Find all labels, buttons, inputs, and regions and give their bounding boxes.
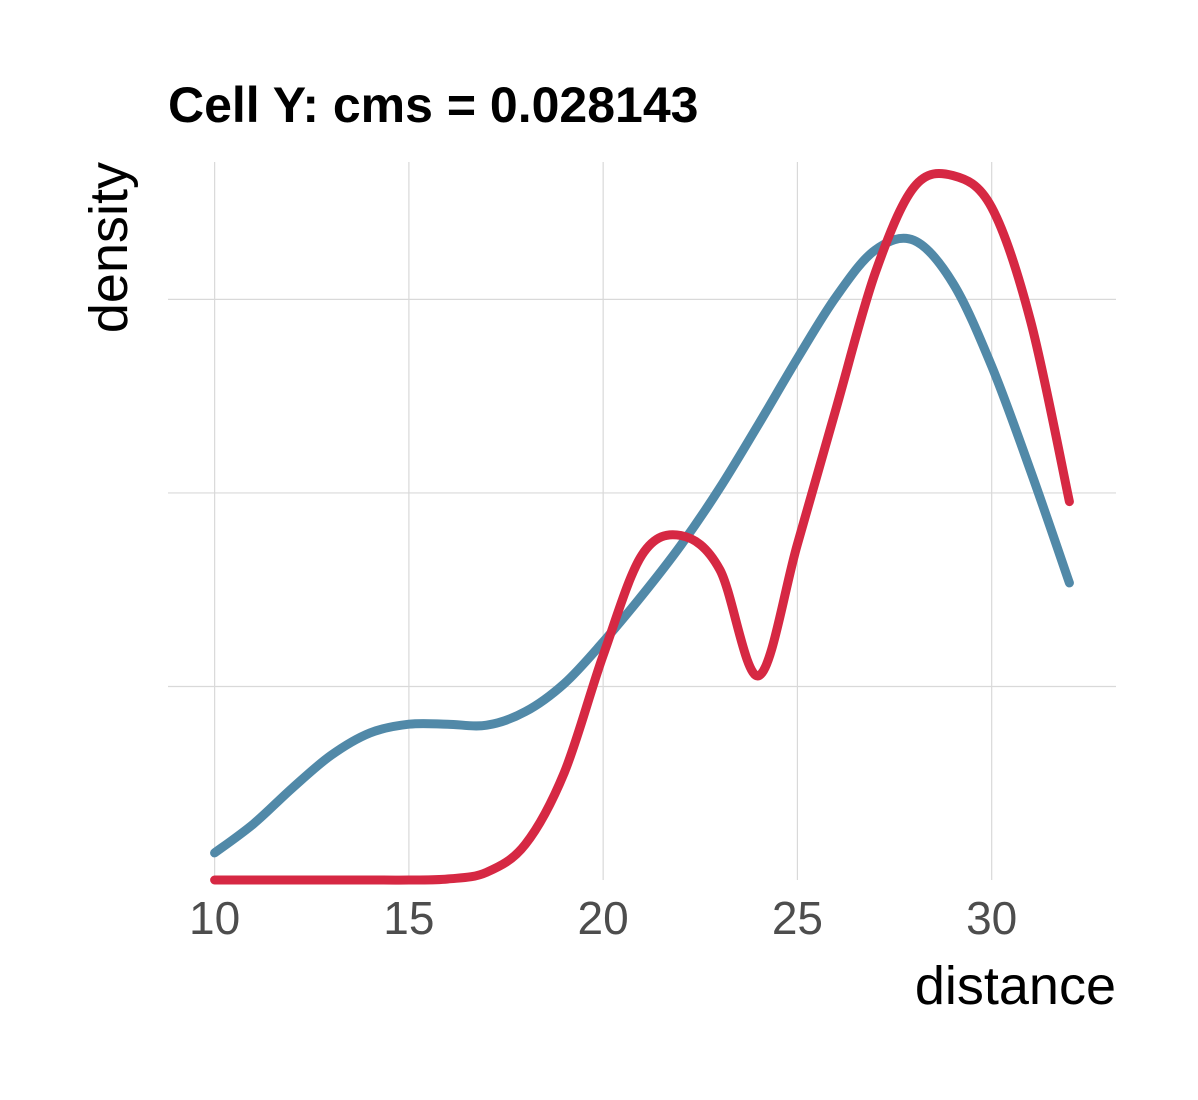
density-series: [210, 168, 1074, 885]
x-tick-label: 20: [578, 892, 629, 944]
series-line-2: [210, 168, 1074, 885]
y-axis-title: density: [79, 162, 139, 333]
x-axis-ticks: 10 15 20 25 30: [189, 892, 1017, 944]
grid-lines: [168, 162, 1116, 880]
x-tick-label: 15: [383, 892, 434, 944]
x-tick-label: 25: [772, 892, 823, 944]
x-axis-title: distance: [915, 956, 1116, 1016]
x-tick-label: 30: [966, 892, 1017, 944]
x-tick-label: 10: [189, 892, 240, 944]
series-line-1: [210, 233, 1074, 858]
chart-title: Cell Y: cms = 0.028143: [168, 77, 698, 133]
